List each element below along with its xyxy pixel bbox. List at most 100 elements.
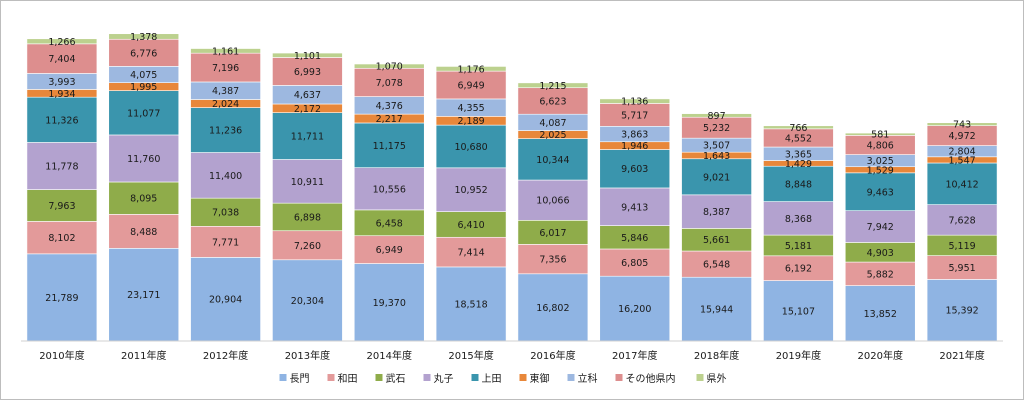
data-label: 1,934 [48, 89, 75, 100]
data-label: 10,412 [945, 179, 978, 190]
category-label: 2017年度 [612, 349, 657, 362]
bar-segment [517, 138, 589, 181]
data-label: 6,458 [376, 218, 403, 229]
data-label: 15,944 [700, 305, 733, 316]
legend-swatch [471, 374, 479, 381]
bar-segment [108, 90, 180, 136]
category-label: 2021年度 [939, 349, 984, 362]
legend-swatch [375, 374, 383, 381]
legend-item: 上田 [471, 373, 502, 385]
data-label: 3,863 [621, 130, 648, 141]
data-label: 5,661 [703, 235, 730, 246]
data-label: 7,078 [376, 78, 403, 89]
legend-label: その他県内 [626, 372, 676, 385]
data-label: 4,552 [785, 133, 812, 144]
bar-segment [926, 204, 998, 236]
data-label: 11,326 [45, 115, 78, 126]
data-label: 7,356 [539, 255, 566, 266]
data-label: 1,266 [48, 37, 75, 48]
data-label: 18,518 [454, 299, 487, 310]
data-label: 5,951 [948, 263, 975, 274]
category-label: 2020年度 [858, 349, 903, 362]
data-label: 7,260 [294, 241, 321, 252]
bar-segment [190, 48, 261, 54]
bar-segment [272, 112, 343, 160]
data-label: 7,404 [48, 54, 75, 65]
data-label: 7,038 [212, 208, 239, 219]
data-label: 1,101 [294, 51, 321, 62]
legend-label: 東御 [530, 372, 550, 385]
data-label: 10,556 [373, 184, 406, 195]
data-label: 2,025 [539, 130, 566, 141]
data-label: 13,852 [864, 309, 897, 320]
data-label: 6,548 [703, 260, 730, 271]
legend-item: 武石 [375, 372, 406, 385]
data-label: 1,378 [130, 32, 157, 43]
category-label: 2011年度 [121, 349, 166, 362]
data-label: 1,643 [703, 151, 730, 162]
data-label: 1,136 [621, 97, 648, 108]
legend-item: 立科 [567, 372, 598, 385]
bar-segment [190, 197, 261, 227]
data-label: 19,370 [373, 298, 406, 309]
data-label: 10,066 [536, 196, 569, 207]
legend-swatch [327, 374, 335, 381]
bar-segment [517, 220, 589, 245]
data-label: 581 [871, 130, 889, 141]
legend-item: 長門 [279, 373, 310, 385]
data-label: 10,952 [454, 185, 487, 196]
data-label: 4,972 [948, 131, 975, 142]
bar-segment [926, 122, 998, 127]
data-label: 3,993 [48, 77, 75, 88]
legend-item: その他県内 [615, 372, 676, 385]
data-label: 743 [953, 120, 971, 131]
data-label: 7,196 [212, 63, 239, 74]
bar-segment [108, 214, 180, 249]
legend-item: 丸子 [423, 372, 454, 385]
bar-segment [599, 98, 671, 104]
data-label: 2,804 [948, 147, 975, 158]
category-label: 2010年度 [39, 349, 84, 362]
data-label: 20,304 [291, 296, 324, 307]
bar-segment [599, 248, 671, 277]
legend-label: 丸子 [434, 372, 454, 385]
data-label: 6,410 [457, 220, 484, 231]
bar-segment [435, 70, 507, 100]
data-label: 7,942 [867, 222, 894, 233]
data-label: 4,903 [867, 248, 894, 259]
data-label: 11,175 [373, 141, 406, 152]
bar-segment [681, 194, 752, 229]
bar-segment [190, 107, 261, 153]
data-label: 2,217 [376, 114, 403, 125]
legend-label: 長門 [290, 373, 310, 385]
data-label: 16,200 [618, 304, 651, 315]
data-label: 9,413 [621, 202, 648, 213]
data-label: 15,107 [782, 306, 815, 317]
data-label: 5,119 [948, 241, 975, 252]
data-label: 4,376 [376, 101, 403, 112]
data-label: 1,547 [948, 155, 975, 166]
bars-group [26, 33, 998, 342]
data-label: 6,776 [130, 48, 157, 59]
data-label: 5,181 [785, 241, 812, 252]
category-label: 2016年度 [530, 349, 575, 362]
bar-segment [272, 159, 343, 204]
bar-segment [763, 280, 834, 342]
bar-segment [517, 87, 589, 115]
data-label: 6,949 [376, 245, 403, 256]
data-label: 5,882 [867, 269, 894, 280]
data-label: 16,802 [536, 303, 569, 314]
data-label: 6,805 [621, 258, 648, 269]
category-label: 2013年度 [285, 349, 330, 362]
data-label: 7,628 [948, 215, 975, 226]
legend-swatch [615, 374, 623, 381]
bar-segment [272, 259, 343, 342]
data-label: 9,603 [621, 164, 648, 175]
bar-segment [353, 67, 425, 97]
bar-segment [435, 66, 507, 72]
data-label: 1,176 [457, 64, 484, 75]
bar-segment [844, 210, 916, 243]
data-label: 1,429 [785, 159, 812, 170]
